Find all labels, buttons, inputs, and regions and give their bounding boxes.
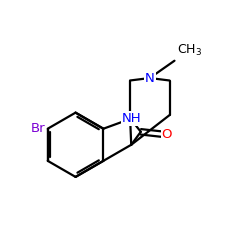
Text: NH: NH bbox=[122, 112, 142, 125]
Text: Br: Br bbox=[30, 122, 45, 135]
Text: N: N bbox=[145, 72, 155, 85]
Text: CH$_3$: CH$_3$ bbox=[177, 43, 202, 58]
Text: O: O bbox=[162, 128, 172, 141]
